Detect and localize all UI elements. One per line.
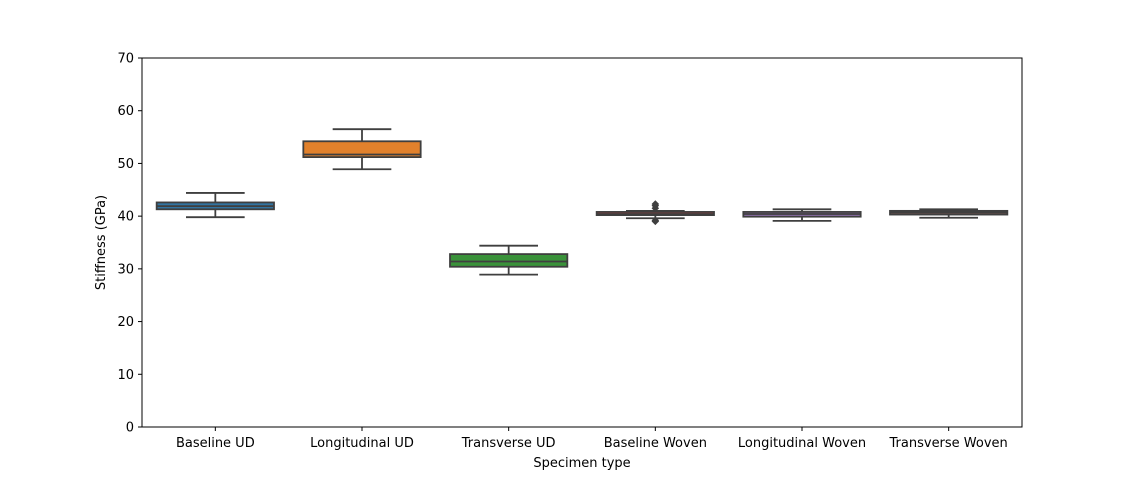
box-group	[155, 192, 275, 219]
box-group	[742, 208, 862, 222]
box-group	[595, 200, 715, 226]
x-tick-label: Transverse Woven	[889, 436, 1008, 451]
box-iqr	[302, 140, 422, 159]
y-tick-label: 20	[117, 315, 134, 330]
outlier-point	[651, 216, 660, 225]
x-axis: Baseline UD Longitudinal UD Transverse UD B…	[176, 427, 1008, 451]
box-group	[302, 128, 422, 171]
x-tick-label: Baseline Woven	[604, 436, 707, 451]
outlier-point	[651, 200, 660, 208]
x-tick-label: Longitudinal Woven	[738, 436, 866, 451]
y-tick-label: 60	[117, 104, 134, 119]
y-tick-label: 0	[126, 421, 134, 436]
plot-frame	[141, 57, 1023, 428]
x-tick-label: Longitudinal UD	[310, 436, 414, 451]
x-tick-label: Transverse UD	[461, 436, 556, 451]
plot-marks	[155, 128, 1009, 276]
y-tick-label: 40	[117, 210, 134, 225]
box-group	[449, 244, 569, 276]
x-axis-label: Specimen type	[533, 456, 630, 471]
y-axis: 0 10 20 30 40 50 60 70	[117, 52, 142, 436]
box-iqr	[449, 253, 569, 268]
y-tick-label: 10	[117, 368, 134, 383]
y-axis-label: Stiffness (GPa)	[94, 195, 109, 290]
y-tick-label: 50	[117, 157, 134, 172]
y-tick-label: 70	[117, 52, 134, 67]
x-tick-label: Baseline UD	[176, 436, 255, 451]
box-group	[889, 208, 1009, 219]
y-tick-label: 30	[117, 262, 134, 277]
